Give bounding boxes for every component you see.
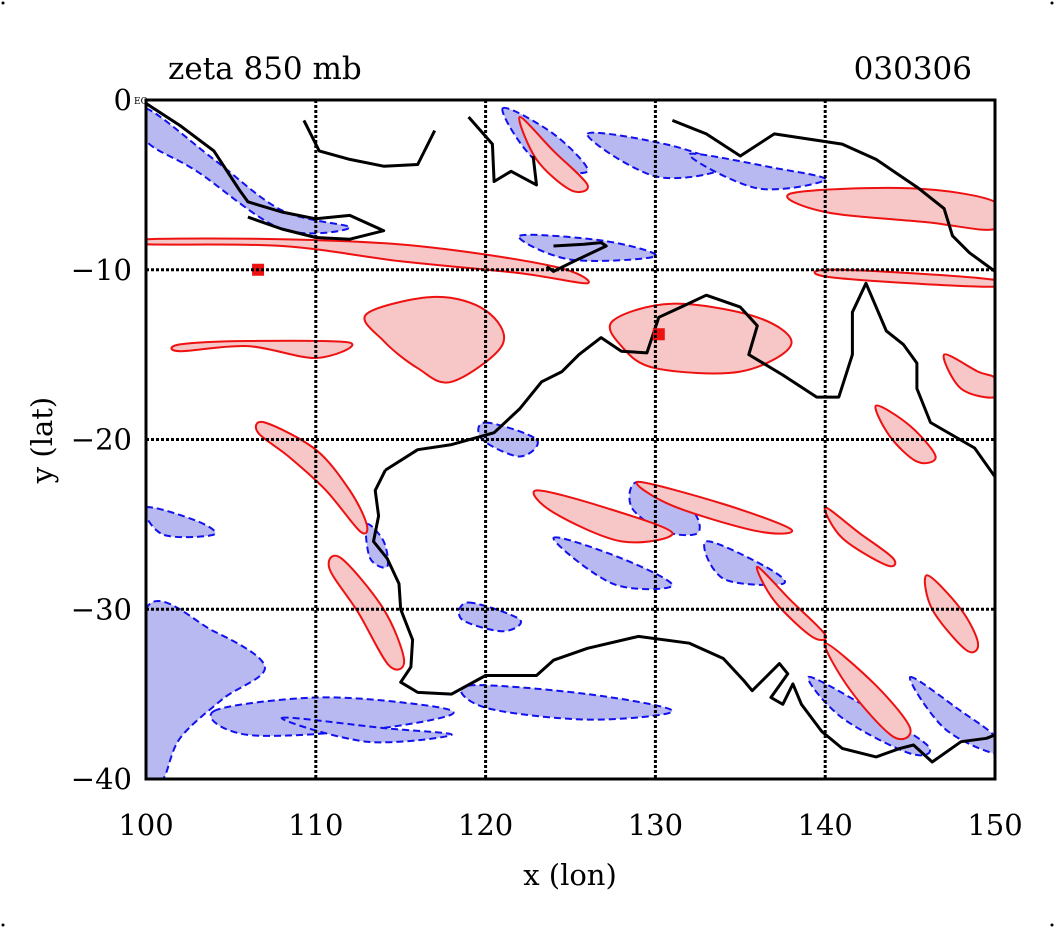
grid-layer [146,100,995,779]
x-axis-label: x (lon) [523,858,617,892]
positive-vorticity-contour [146,237,590,285]
coastline-path [372,281,995,764]
negative-vorticity-contour [146,506,217,539]
negative-vorticity-contour [552,536,674,591]
y-tick-label: 0 [114,83,132,117]
negative-vorticity-contour [146,600,266,779]
coastline-path [545,241,608,273]
y-axis-label: y (lat) [25,397,59,484]
positive-vorticity-contour [942,353,995,399]
corner-dot [1050,923,1054,927]
positive-vorticity-contour [923,574,980,654]
negative-vorticity-contour [518,233,657,262]
x-tick-label: 100 [118,808,173,842]
corner-dot [1,1,5,5]
coastline-path [467,116,538,187]
coastline-path [671,119,995,273]
x-tick-label: 110 [288,808,343,842]
positive-vorticity-contour [170,339,354,360]
negative-vorticity-contour [146,107,351,235]
positive-vorticity-contour [363,295,505,384]
corner-dot [1050,1,1054,5]
x-tick-label: 140 [798,808,853,842]
x-tick-label: 130 [628,808,683,842]
y-tick-label: −40 [71,762,132,796]
positive-vorticity-contour [874,404,937,465]
positive-vorticity-contour [755,565,827,641]
y-tick-label: −10 [71,253,132,287]
corner-dot [1,923,5,927]
positive-vorticity-contour [532,489,674,544]
contour-layer [146,102,995,779]
negative-vorticity-contour [460,684,674,721]
y-tick-label: −30 [71,592,132,626]
x-tick-label: 120 [458,808,513,842]
tick-layer: 100 110 120 130 140 150 0 −10 −20 −30 −40 [71,83,1023,842]
positive-vorticity-contour [635,480,794,535]
negative-vorticity-contour [909,676,995,755]
negative-vorticity-contour [209,696,455,737]
corner-tag: EQ [134,97,148,107]
negative-vorticity-contour [280,716,453,744]
negative-vorticity-contour [457,601,522,633]
negative-vorticity-contour [688,152,827,191]
positive-vorticity-contour [823,642,912,741]
date-label: 030306 [854,51,972,87]
x-tick-label: 150 [967,808,1022,842]
plot-frame [144,98,997,781]
positive-vorticity-contour [823,506,897,568]
y-tick-label: −20 [71,423,132,457]
positive-vorticity-contour [813,268,995,288]
chart-title: zeta 850 mb [168,51,362,87]
positive-vorticity-contour [254,420,369,535]
